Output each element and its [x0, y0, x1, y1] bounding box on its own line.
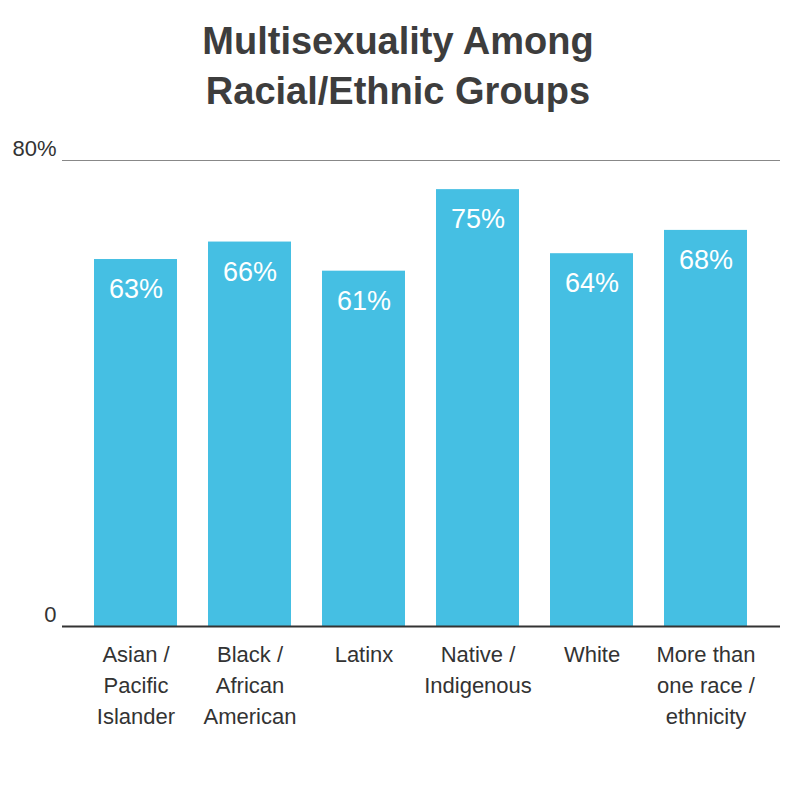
- svg-text:White: White: [564, 642, 620, 667]
- svg-text:More thanone race /ethnicity: More thanone race /ethnicity: [656, 642, 755, 729]
- svg-text:Black /AfricanAmerican: Black /AfricanAmerican: [204, 642, 297, 729]
- svg-text:64%: 64%: [565, 268, 619, 298]
- svg-text:Asian /PacificIslander: Asian /PacificIslander: [97, 642, 175, 729]
- html-text:Multisexuality Among Racial/Et: Multisexuality Among Racial/Ethnic Group…: [202, 20, 594, 112]
- svg-text:66%: 66%: [223, 257, 277, 287]
- svg-text:61%: 61%: [337, 286, 391, 316]
- svg-text:75%: 75%: [451, 204, 505, 234]
- svg-text:Native /Indigenous: Native /Indigenous: [424, 642, 532, 698]
- svg-text:80%: 80%: [12, 136, 56, 161]
- svg-text:0: 0: [44, 602, 56, 627]
- svg-text:Latinx: Latinx: [335, 642, 394, 667]
- svg-text:63%: 63%: [109, 274, 163, 304]
- svg-text:68%: 68%: [679, 245, 733, 275]
